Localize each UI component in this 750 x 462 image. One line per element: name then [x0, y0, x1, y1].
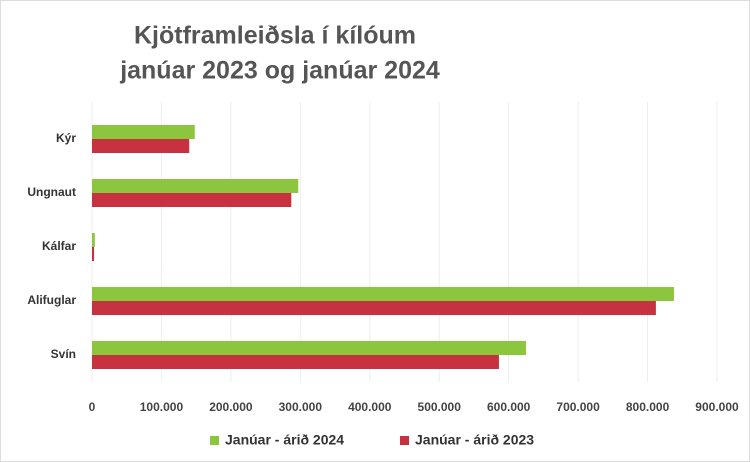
bar	[92, 355, 499, 369]
legend-swatch	[210, 436, 219, 445]
y-tick-label: Svín	[51, 347, 76, 361]
x-tick-label: 900.000	[695, 400, 739, 414]
x-tick-label: 600.000	[487, 400, 531, 414]
y-tick-label: Kálfar	[42, 239, 76, 253]
y-tick-label: Alifuglar	[27, 293, 76, 307]
x-tick-label: 700.000	[556, 400, 600, 414]
x-tick-label: 300.000	[279, 400, 323, 414]
chart-subtitle: janúar 2023 og janúar 2024	[119, 57, 440, 85]
y-tick-label: Kýr	[56, 131, 76, 145]
legend-label: Janúar - árið 2024	[225, 432, 344, 448]
bar	[92, 287, 674, 301]
bar	[92, 301, 656, 315]
bar	[92, 179, 299, 193]
bar	[92, 247, 95, 261]
bar	[92, 341, 527, 355]
x-tick-label: 0	[89, 400, 96, 414]
legend-label: Janúar - árið 2023	[415, 432, 534, 448]
x-tick-label: 800.000	[626, 400, 670, 414]
chart-title: Kjötframleiðsla í kílóum	[134, 22, 416, 50]
bar	[92, 139, 190, 153]
legend-swatch	[400, 436, 409, 445]
x-tick-label: 500.000	[418, 400, 462, 414]
x-tick-label: 100.000	[140, 400, 184, 414]
y-tick-label: Ungnaut	[27, 185, 76, 199]
bar	[92, 125, 195, 139]
x-tick-label: 400.000	[348, 400, 392, 414]
bar	[92, 233, 95, 247]
x-tick-label: 200.000	[209, 400, 253, 414]
bar	[92, 193, 292, 207]
